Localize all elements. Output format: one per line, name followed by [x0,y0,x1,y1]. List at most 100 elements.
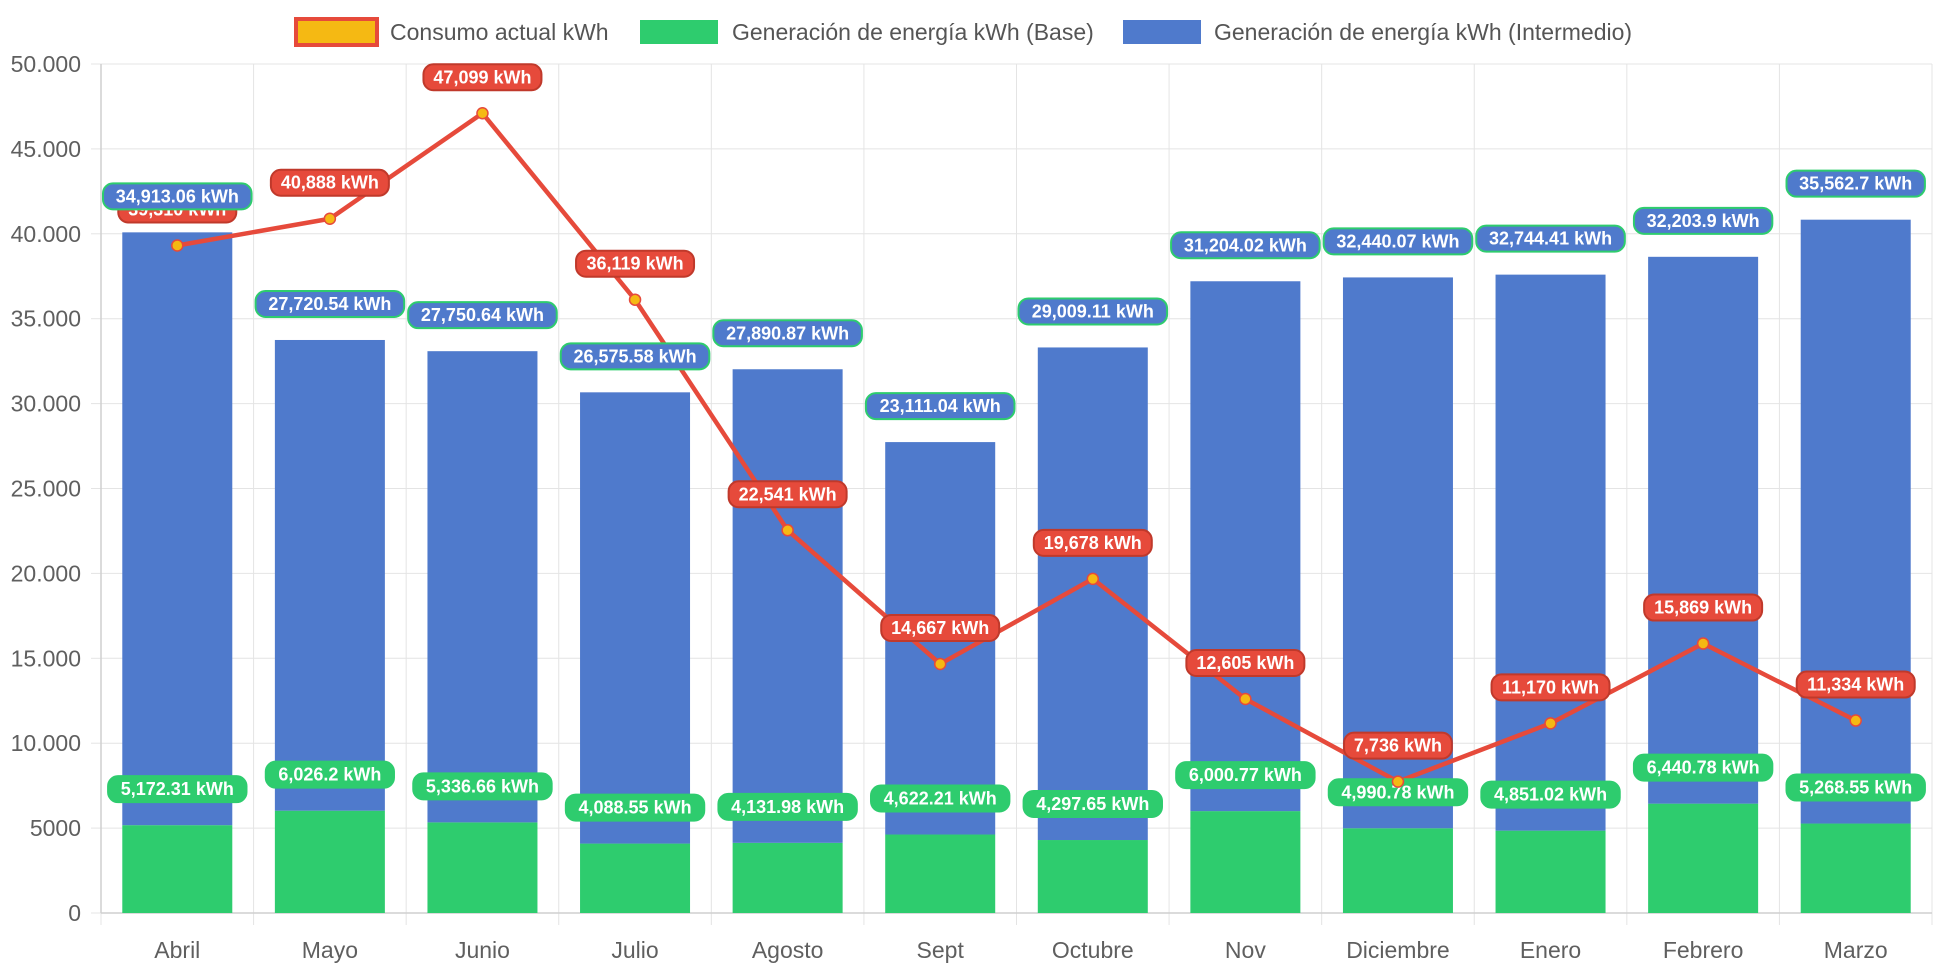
y-axis: 0 5000 10.000 15.000 20.000 25.000 30.000 35.00… [11,51,1932,926]
bar-intermedio[interactable] [1190,281,1301,812]
legend-label-base: Generación de energía kWh (Base) [732,19,1094,45]
base-data-label: 6,000.77 kWh [1189,765,1302,785]
legend-item-intermedio[interactable]: Generación de energía kWh (Intermedio) [1123,19,1632,45]
consumo-data-label-bg [1185,648,1306,677]
intermedio-data-label: 35,562.7 kWh [1799,174,1912,194]
x-tick-label: Nov [1225,937,1266,963]
bar-intermedio[interactable] [1648,256,1759,804]
legend-item-base[interactable]: Generación de energía kWh (Base) [640,19,1094,45]
base-data-label-bg [1632,753,1774,782]
bar-intermedio[interactable] [580,392,691,844]
consumo-point[interactable] [1239,692,1252,706]
bar-intermedio[interactable] [274,339,385,811]
y-tick-label: 50.000 [11,51,81,77]
bar-intermedio[interactable] [732,369,843,843]
intermedio-data-label-bg [1785,169,1926,198]
consumo-data-label: 14,667 kWh [891,618,989,638]
bar-base[interactable] [1037,840,1148,913]
consumo-point[interactable] [171,239,184,252]
consumo-data-label: 12,605 kWh [1196,653,1294,673]
bar-base[interactable] [732,842,843,913]
consumo-point[interactable] [628,293,642,306]
consumo-data-label: 19,678 kWh [1044,533,1142,553]
consumo-data-label: 11,170 kWh [1502,677,1599,697]
consumo-data-label-bg [1490,673,1611,702]
x-axis: Abril Mayo Junio Julio Agosto Sept Octubre Nov D… [154,937,1887,963]
base-data-label: 4,851.02 kWh [1494,785,1607,805]
consumo-point[interactable] [476,107,489,120]
x-tick-label: Sept [917,937,965,963]
base-data-label-bg [412,772,553,801]
base-data-label: 6,440.78 kWh [1647,758,1760,778]
bar-base[interactable] [122,825,233,913]
bar-intermedio[interactable] [1037,347,1148,841]
consumo-data-label: 36,119 kWh [587,254,684,274]
y-tick-label: 35.000 [11,306,81,332]
base-data-label-bg [717,792,858,821]
x-tick-label: Diciembre [1346,937,1450,963]
bar-base[interactable] [1190,811,1301,913]
base-data-label-bg [1175,761,1316,790]
y-tick-label: 15.000 [11,645,81,671]
consumo-point[interactable] [1544,717,1557,730]
x-tick-label: Enero [1520,937,1581,963]
bar-intermedio[interactable] [427,351,538,823]
consumo-line [176,111,1857,784]
y-tick-label: 0 [68,900,81,926]
intermedio-data-label: 32,744.41 kWh [1489,229,1612,249]
base-data-label: 4,297.65 kWh [1036,794,1149,814]
y-tick-label: 30.000 [11,391,81,417]
consumo-point[interactable] [1391,775,1405,788]
bar-intermedio[interactable] [122,232,233,826]
intermedio-data-label: 32,440.07 kWh [1336,231,1459,251]
consumo-data-label-bg [269,168,390,197]
base-data-label: 5,268.55 kWh [1799,778,1912,798]
legend-swatch-consumo [294,17,379,47]
base-data-label-bg [870,784,1011,813]
bar-base[interactable] [1800,823,1911,913]
x-tick-label: Agosto [752,937,824,963]
base-data-label: 5,172.31 kWh [121,779,234,799]
consumo-point[interactable] [1696,637,1710,650]
base-data-label-bg [564,793,706,822]
consumo-data-label-bg [1795,670,1916,699]
x-tick-label: Abril [154,937,200,963]
consumo-point[interactable] [323,212,337,225]
bar-intermedio[interactable] [1495,274,1606,831]
consumo-data-label-bg [575,249,696,278]
intermedio-data-label-bg [254,289,406,318]
intermedio-data-label: 31,204.02 kWh [1184,235,1307,255]
consumo-point[interactable] [1849,714,1862,727]
bar-base[interactable] [427,822,538,913]
legend-label-consumo: Consumo actual kWh [390,19,609,45]
intermedio-data-label: 27,720.54 kWh [268,294,391,314]
consumo-data-label: 15,869 kWh [1654,598,1752,618]
consumo-point[interactable] [781,524,794,537]
base-data-label-bg [264,760,395,789]
bar-base[interactable] [885,834,996,913]
intermedio-data-label-bg [101,182,253,211]
bar-base[interactable] [1648,803,1759,913]
intermedio-data-label: 29,009.11 kWh [1032,301,1154,321]
bar-base[interactable] [580,843,691,913]
legend-item-consumo[interactable]: Consumo actual kWh [294,17,609,47]
intermedio-data-label: 32,203.9 kWh [1647,211,1760,231]
bar-base[interactable] [274,810,385,913]
bar-base[interactable] [1495,830,1606,913]
y-tick-label: 40.000 [11,221,81,247]
base-data-label-bg [1785,773,1926,802]
base-data-label-bg [107,775,248,804]
intermedio-data-label-bg [1475,224,1626,253]
x-tick-label: Mayo [302,937,358,963]
y-tick-label: 20.000 [11,560,81,586]
legend: Consumo actual kWh Generación de energía… [294,17,1632,47]
x-tick-label: Octubre [1052,937,1134,963]
base-data-label: 5,336.66 kWh [426,776,539,796]
consumo-point[interactable] [933,657,947,671]
bar-base[interactable] [1342,828,1453,913]
intermedio-data-label: 26,575.58 kWh [574,346,697,366]
base-data-label: 4,131.98 kWh [731,797,844,817]
consumo-point[interactable] [1086,572,1100,586]
bar-intermedio[interactable] [1800,219,1911,824]
consumo-data-label: 22,541 kWh [739,484,837,504]
